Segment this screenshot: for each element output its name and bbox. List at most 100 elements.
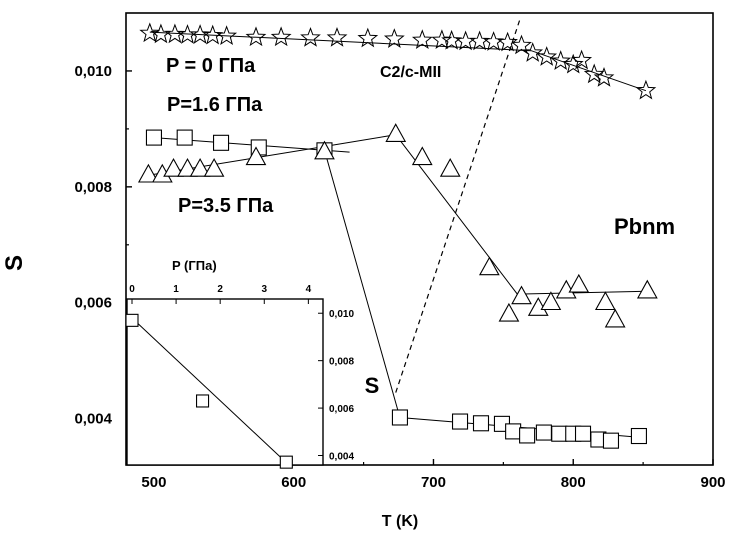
x-tick-label: 700 [421,474,446,491]
boundary-line [395,18,521,393]
square-point [535,424,552,441]
square-point [630,427,647,445]
square-point [451,413,469,430]
triangle-point [636,279,658,299]
inset-x-tick-label: 4 [306,284,312,295]
triangle-point [498,302,520,322]
star-point [411,29,433,50]
triangle-point [568,273,590,293]
x-axis-label: T (K) [382,513,418,530]
triangle-point [594,291,616,311]
inset-square-point [279,455,293,469]
star-point [139,22,161,43]
square-point [176,129,193,146]
plot-frame [125,12,714,466]
triangle-point [314,140,335,160]
inset-square-point [195,394,210,408]
main-tick-labels: 500 600 700 800 900 0,004 0,006 0,008 0,010 [74,63,725,491]
x-tick-label: 500 [141,474,166,491]
triangle-point [478,256,500,276]
inset-data-points [125,313,293,469]
inset-y-tick-label: 0,008 [329,357,354,368]
star-point [455,30,477,51]
annotation-phase-pbnm: Pbnm [614,214,675,239]
inset-x-tick-label: 3 [261,284,267,295]
inset-frame [126,298,324,466]
triangle-point [203,157,225,177]
annotation-p35: P=3.5 ГПа [178,195,274,217]
star-point [522,42,544,62]
inset-square-point [125,313,139,327]
triangle-point [385,123,407,142]
x-tick-label: 600 [281,474,306,491]
star-point [469,30,490,51]
inset-y-tick-label: 0,004 [329,452,354,463]
star-point [483,31,504,51]
star-point [216,25,238,46]
triangle-point [177,157,198,177]
inset-y-axis-label: S [365,373,380,398]
x-tick-label: 800 [561,474,586,491]
triangle-point [189,157,211,177]
inset-x-axis-label: P (ГПа) [172,258,217,273]
square-point [145,129,163,146]
star-point [550,50,572,70]
annotation-p0: P = 0 ГПа [166,55,256,77]
triangle-point [540,291,562,311]
square-point [472,415,490,432]
y-axis-label: S [1,255,28,271]
inset-x-tick-label: 1 [173,284,179,295]
star-point [511,34,532,55]
x-tick-label: 900 [700,474,725,491]
inset-x-tick-label: 0 [129,284,135,295]
inset-y-tick-label: 0,010 [329,309,354,320]
star-point [583,63,605,84]
star-point [326,26,348,47]
square-point [551,425,568,442]
star-point [593,66,615,87]
star-point [270,26,292,47]
square-point [505,423,522,440]
star-point [202,24,224,45]
phase-boundary-line [395,18,521,393]
triangle-point [511,285,532,305]
y-tick-label: 0,008 [74,179,112,196]
annotation-phase-c2c: C2/c-MII [380,64,441,81]
star-point [357,27,379,48]
star-point [164,23,186,44]
star-point [571,49,593,70]
y-tick-label: 0,004 [74,411,112,428]
inset-x-tick-label: 2 [217,284,223,295]
square-point [574,425,592,442]
triangle-point [245,146,267,166]
star-point [245,26,267,47]
star-point [189,24,211,44]
square-point [602,432,620,449]
star-point [300,26,321,47]
triangle-point [163,157,184,177]
annotation-p16: P=1.6 ГПа [167,94,263,116]
data-points [137,22,658,449]
inset-tick-labels: 0 1 2 3 4 0,004 0,006 0,008 0,010 [129,284,354,463]
star-point [383,28,405,48]
triangle-point [604,308,626,328]
square-point [391,409,408,426]
star-point [441,29,463,50]
triangle-point [411,146,433,166]
star-point [497,31,518,52]
inset-y-tick-label: 0,006 [329,404,354,415]
triangle-point [137,163,159,183]
y-tick-label: 0,010 [74,63,112,80]
inset-fit-line [131,317,287,463]
inset-axes [131,299,323,457]
triangle-point [439,157,461,177]
square-point [519,427,536,444]
star-point [536,46,558,66]
star-point [635,79,657,100]
star-point [431,29,453,50]
square-point [212,134,230,151]
y-tick-label: 0,006 [74,295,112,312]
inset-fit-line [131,317,287,463]
star-point [562,53,584,74]
